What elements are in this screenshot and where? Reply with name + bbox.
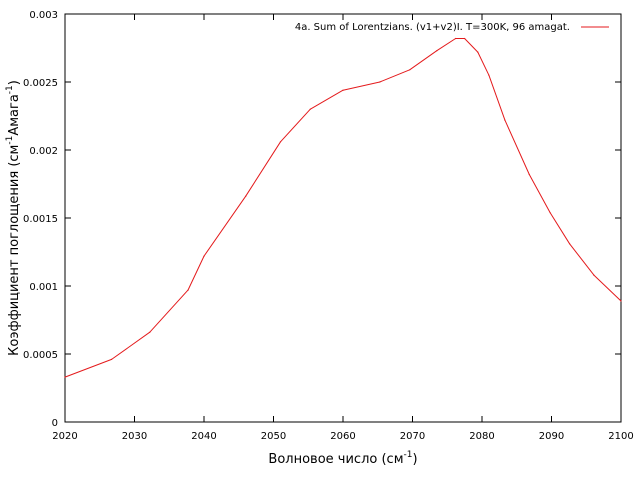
y-axis-title-superscript-1: -1 — [5, 136, 15, 145]
x-axis-title-main: Волновое число (см — [268, 452, 403, 467]
y-axis-title-unit: Амага — [7, 94, 22, 135]
x-tick-label: 2060 — [330, 431, 355, 442]
y-tick-label: 0.0015 — [23, 214, 58, 225]
series-layer — [64, 37, 622, 378]
x-tick-label: 2020 — [52, 431, 77, 442]
data-point — [464, 37, 466, 40]
data-point — [309, 108, 311, 110]
data-point — [549, 212, 551, 214]
data-point — [455, 37, 457, 40]
x-axis-title: Волновое число (см-1) — [268, 450, 417, 467]
plot-frame — [64, 13, 622, 423]
x-tick-label: 2100 — [608, 431, 633, 442]
data-point — [187, 289, 189, 291]
x-tick-label: 2030 — [122, 431, 147, 442]
y-axis-title-superscript-2: -1 — [5, 85, 15, 94]
data-point — [245, 195, 247, 197]
data-point — [477, 51, 479, 53]
y-tick-label: 0.0005 — [23, 350, 58, 361]
y-tick-label: 0.002 — [29, 146, 58, 157]
data-point — [504, 119, 506, 121]
x-tick-label: 2090 — [539, 431, 564, 442]
data-point — [149, 331, 151, 333]
x-axis-title-superscript: -1 — [404, 450, 413, 460]
y-axis-title-main: Коэффициент поглощения (см — [7, 145, 22, 356]
data-point — [203, 255, 205, 257]
y-tick-label: 0.003 — [29, 10, 58, 21]
axis-ticks: 2020 2030 2040 2050 2060 2070 2080 2090 2100 0 0.0… — [23, 10, 634, 442]
x-tick-label: 2070 — [400, 431, 425, 442]
data-point — [409, 69, 411, 71]
data-point — [64, 376, 66, 378]
data-point — [342, 89, 344, 91]
data-point — [620, 300, 622, 302]
x-tick-label: 2080 — [469, 431, 494, 442]
legend-label: 4a. Sum of Lorentzians. (v1+v2)I. T=300K… — [295, 22, 570, 33]
data-point — [528, 173, 530, 176]
legend: 4a. Sum of Lorentzians. (v1+v2)I. T=300K… — [295, 22, 609, 33]
series-line-0 — [64, 38, 622, 378]
data-point — [379, 81, 381, 83]
x-axis-title-close: ) — [412, 452, 417, 467]
x-tick-label: 2040 — [191, 431, 216, 442]
y-tick-label: 0.0025 — [23, 78, 58, 89]
data-point — [279, 141, 282, 143]
data-point — [436, 50, 438, 52]
y-tick-label: 0 — [52, 418, 58, 429]
data-point — [593, 274, 595, 276]
y-axis-title-close: ) — [7, 80, 22, 85]
data-point — [488, 74, 490, 76]
data-point — [111, 358, 113, 360]
data-point — [569, 243, 571, 245]
x-tick-label: 2050 — [261, 431, 286, 442]
y-axis-title: Коэффициент поглощения (см-1Амага-1) — [5, 80, 22, 356]
y-tick-label: 0.001 — [29, 282, 58, 293]
